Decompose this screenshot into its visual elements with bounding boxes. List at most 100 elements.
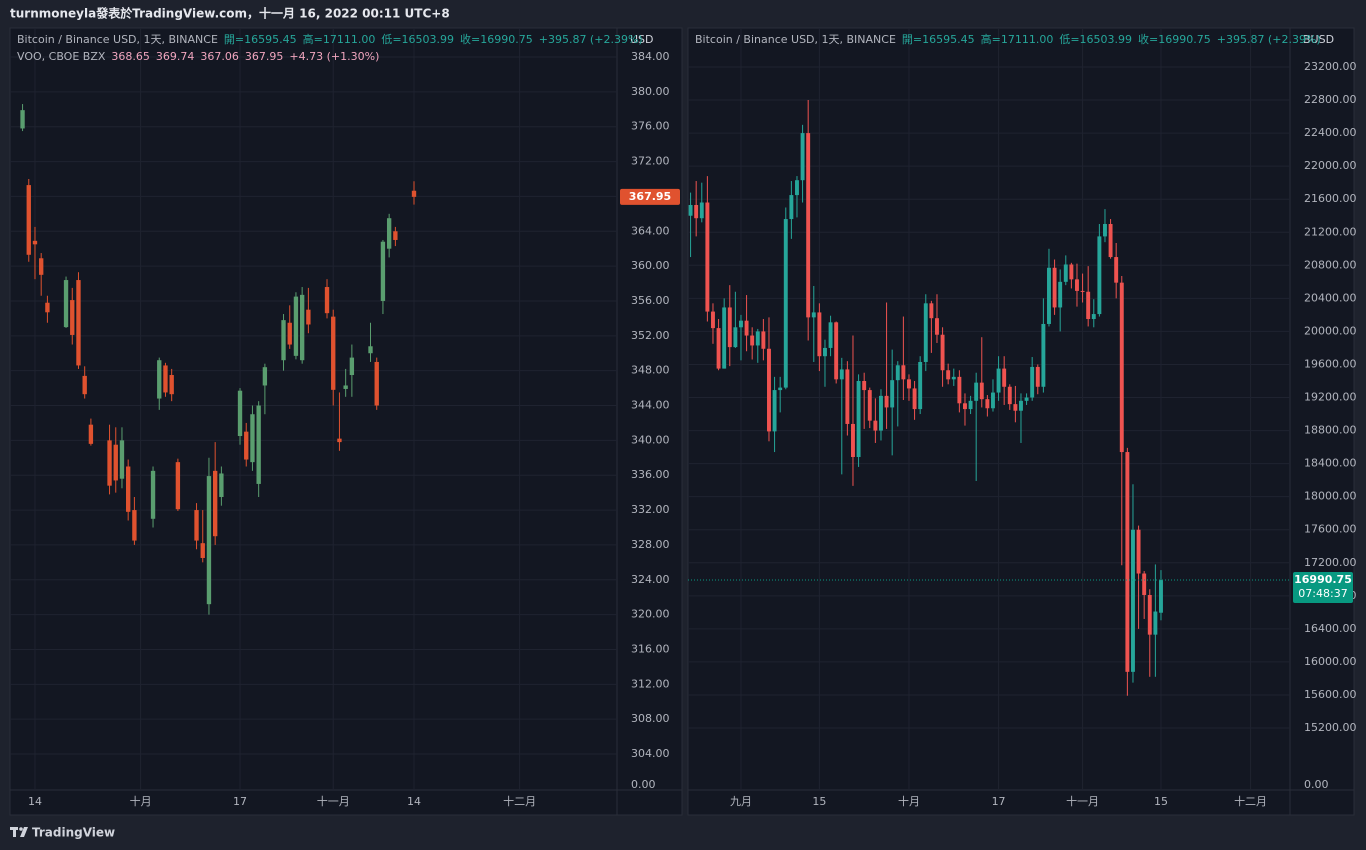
legend-value: 369.74 — [156, 50, 195, 63]
x-tick-label: 十月 — [130, 794, 152, 808]
candle-body — [789, 195, 794, 220]
candle-body — [1019, 400, 1023, 411]
y-tick-label: 19600.00 — [1304, 357, 1357, 370]
legend-value: 收=16990.75 — [460, 32, 533, 46]
y-tick-label: 336.00 — [631, 468, 670, 481]
candle-body — [862, 380, 867, 391]
candle-body — [744, 320, 749, 336]
candle-body — [349, 357, 355, 376]
y-tick-label: 320.00 — [631, 608, 670, 621]
candle-body — [705, 202, 710, 312]
candle-body — [1069, 264, 1074, 280]
candle-body — [711, 311, 715, 329]
candle-body — [1114, 257, 1119, 283]
candle-body — [873, 420, 878, 431]
candle-body — [1047, 267, 1051, 324]
x-tick-label: 14 — [28, 795, 42, 808]
candle-body — [1058, 281, 1063, 308]
candle-body — [929, 303, 934, 319]
legend-value: 高=17111.00 — [303, 32, 376, 46]
logo-stem — [13, 827, 16, 837]
legend-value: 高=17111.00 — [981, 32, 1054, 46]
candle-body — [839, 369, 844, 380]
y-tick-label: 340.00 — [631, 433, 670, 446]
candle-body — [169, 375, 174, 395]
y-tick-label: 364.00 — [631, 224, 670, 237]
candle-body — [834, 322, 839, 380]
page-title: turnmoneyla發表於TradingView.com，十一月 16, 20… — [10, 6, 450, 21]
x-tick-label: 九月 — [730, 795, 752, 808]
candle-body — [1159, 580, 1163, 613]
y-tick-label: 18800.00 — [1304, 424, 1357, 437]
legend-value: +395.87 (+2.39%) — [539, 33, 643, 46]
candle-body — [244, 431, 249, 460]
candle-body — [1052, 267, 1057, 308]
candle-body — [324, 287, 330, 314]
candle-body — [132, 510, 137, 541]
candle-body — [39, 258, 44, 275]
y-tick-label: 18000.00 — [1304, 490, 1357, 503]
candle-body — [867, 390, 872, 421]
candle-body — [411, 190, 417, 197]
candle-body — [985, 399, 990, 409]
x-tick-label: 17 — [992, 795, 1006, 808]
candle-body — [212, 470, 218, 537]
y-tick-label: 328.00 — [631, 538, 670, 551]
candle-body — [851, 423, 855, 458]
y-tick-label: 20800.00 — [1304, 258, 1357, 271]
candle-body — [163, 365, 168, 393]
candle-body — [1013, 404, 1018, 411]
candle-body — [1024, 397, 1029, 401]
candle-body — [1119, 282, 1124, 453]
chart-panel — [9, 27, 683, 816]
candle-body — [884, 395, 889, 408]
candle-body — [957, 376, 962, 404]
y-tick-label: 22000.00 — [1304, 159, 1357, 172]
candle-body — [974, 382, 979, 401]
y-tick-label: 22400.00 — [1304, 126, 1357, 139]
candle-body — [386, 218, 392, 249]
candle-body — [219, 473, 224, 497]
candle-body — [343, 385, 348, 389]
y-tick-label: 376.00 — [631, 120, 670, 133]
candle-body — [76, 280, 81, 366]
legend-value: 367.95 — [245, 50, 284, 63]
axis-unit: BUSD — [1303, 33, 1334, 46]
y-tick-label: 21600.00 — [1304, 192, 1357, 205]
candle-body — [890, 380, 895, 408]
candle-body — [716, 328, 721, 369]
y-tick-label: 308.00 — [631, 712, 670, 725]
y-tick-label: 18400.00 — [1304, 457, 1357, 470]
candle-body — [811, 312, 816, 318]
y-tick-label: 15200.00 — [1304, 721, 1357, 734]
candle-body — [795, 180, 799, 196]
legend-value: 367.06 — [200, 50, 239, 63]
y-tick-label: 0.00 — [1304, 778, 1329, 791]
x-tick-label: 十一月 — [317, 794, 350, 808]
candle-body — [107, 440, 112, 486]
candle-body — [739, 320, 743, 328]
candle-body — [996, 368, 1001, 393]
y-tick-label: 15600.00 — [1304, 688, 1357, 701]
brand-name: TradingView — [32, 826, 115, 840]
candle-body — [1142, 573, 1147, 595]
candle-body — [935, 318, 939, 335]
candle-body — [918, 361, 923, 410]
candle-body — [287, 322, 292, 345]
y-tick-label: 380.00 — [631, 85, 670, 98]
candle-body — [337, 438, 342, 443]
candle-body — [26, 185, 31, 255]
candle-body — [306, 309, 311, 325]
legend-name: Bitcoin / Binance USD, 1天, BINANCE — [17, 33, 218, 46]
candle-body — [331, 316, 336, 390]
legend-value: 低=16503.99 — [381, 33, 454, 46]
y-tick-label: 312.00 — [631, 677, 670, 690]
candle-body — [761, 331, 766, 349]
candle-body — [32, 240, 38, 245]
candle-body — [281, 320, 286, 361]
candle-body — [912, 388, 917, 410]
brand-logo — [10, 827, 28, 837]
candle-body — [299, 294, 305, 361]
legend-name: VOO, CBOE BZX — [17, 50, 106, 63]
y-tick-label: 372.00 — [631, 155, 670, 168]
